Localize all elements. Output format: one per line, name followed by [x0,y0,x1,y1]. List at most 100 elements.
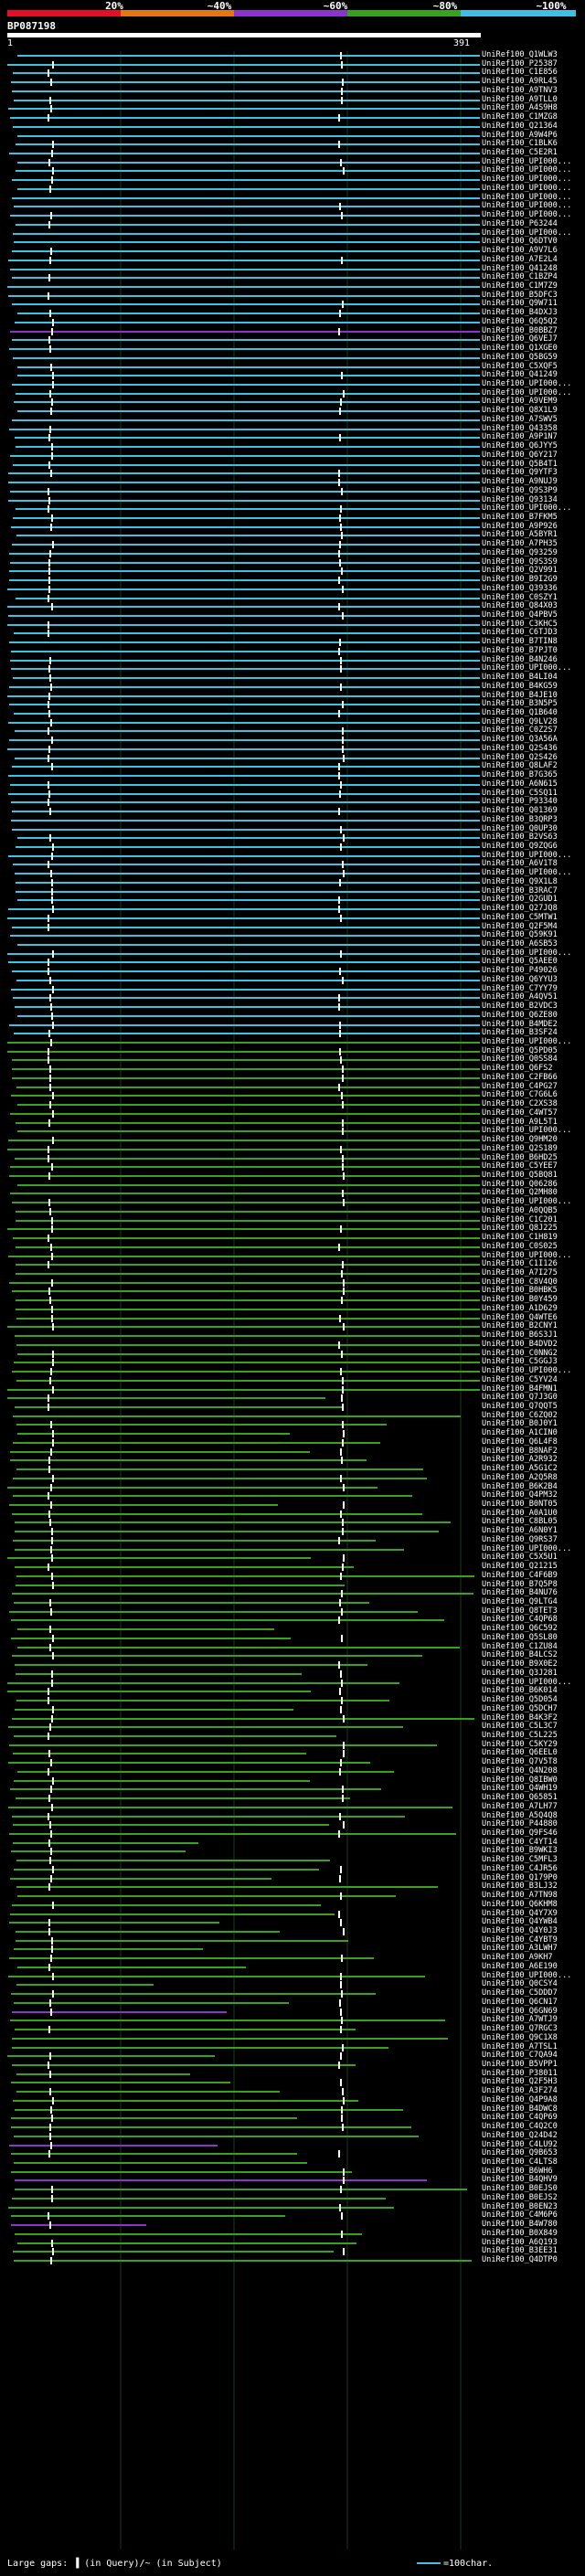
hit-link[interactable]: UniRef100_B5VPP1 [482,2059,558,2069]
hit-link[interactable]: UniRef100_Q01369 [482,806,558,816]
hit-link[interactable]: UniRef100_C6TJD3 [482,628,558,638]
hit-link[interactable]: UniRef100_Q4YWB4 [482,1917,558,1927]
hit-link[interactable]: UniRef100_Q8J225 [482,1224,558,1234]
hit-link[interactable]: UniRef100_C4Q2C0 [482,2122,558,2132]
hit-link[interactable]: UniRef100_A7LH77 [482,1801,558,1811]
hit-link[interactable]: UniRef100_A6Q193 [482,2237,558,2247]
hit-link[interactable]: UniRef100_C5GGJ3 [482,1357,558,1367]
hit-link[interactable]: UniRef100_C1C201 [482,1214,558,1224]
hit-link[interactable]: UniRef100_Q1WLW3 [482,50,558,59]
hit-link[interactable]: UniRef100_B4K3F2 [482,1712,558,1723]
hit-link[interactable]: UniRef100_UPI000... [482,156,572,166]
hit-link[interactable]: UniRef100_Q6ZE80 [482,1010,558,1020]
hit-link[interactable]: UniRef100_C0S025 [482,1241,558,1251]
hit-link[interactable]: UniRef100_UPI000... [482,663,572,673]
hit-link[interactable]: UniRef100_Q2GUD1 [482,895,558,905]
hit-link[interactable]: UniRef100_A9NUJ9 [482,477,558,487]
hit-link[interactable]: UniRef100_Q7RGC3 [482,2024,558,2034]
hit-link[interactable]: UniRef100_Q9ZQG6 [482,841,558,851]
hit-link[interactable]: UniRef100_Q5D054 [482,1695,558,1705]
hit-link[interactable]: UniRef100_Q6FS2 [482,1064,553,1074]
hit-link[interactable]: UniRef100_C4WT57 [482,1108,558,1118]
hit-link[interactable]: UniRef100_C4YT14 [482,1837,558,1847]
hit-link[interactable]: UniRef100_A6E190 [482,1961,558,1971]
hit-link[interactable]: UniRef100_B4QHV9 [482,2175,558,2185]
hit-link[interactable]: UniRef100_C5MFL3 [482,1855,558,1865]
hit-link[interactable]: UniRef100_A6V1T8 [482,859,558,869]
hit-link[interactable]: UniRef100_A7I275 [482,1268,558,1277]
hit-link[interactable]: UniRef100_UPI000... [482,210,572,220]
hit-link[interactable]: UniRef100_UPI000... [482,201,572,211]
hit-link[interactable]: UniRef100_B4KG59 [482,681,558,691]
hit-link[interactable]: UniRef100_C0SZY1 [482,592,558,602]
hit-link[interactable]: UniRef100_C4JR56 [482,1863,558,1873]
hit-link[interactable]: UniRef100_Q41248 [482,263,558,273]
hit-link[interactable]: UniRef100_C8BL05 [482,1517,558,1527]
hit-link[interactable]: UniRef100_C1BZP4 [482,272,558,282]
hit-link[interactable]: UniRef100_B4LCS2 [482,1650,558,1660]
hit-link[interactable]: UniRef100_Q5PD05 [482,1045,558,1055]
hit-link[interactable]: UniRef100_B3N5P5 [482,699,558,709]
hit-link[interactable]: UniRef100_B7FKM5 [482,512,558,522]
hit-link[interactable]: UniRef100_C5L225 [482,1730,558,1740]
hit-link[interactable]: UniRef100_B4DXJ3 [482,308,558,318]
hit-link[interactable]: UniRef100_A9L5T1 [482,1117,558,1127]
hit-link[interactable]: UniRef100_B0BBZ7 [482,325,558,335]
hit-link[interactable]: UniRef100_Q9LV28 [482,716,558,726]
hit-link[interactable]: UniRef100_P44880 [482,1819,558,1829]
hit-link[interactable]: UniRef100_B3SF24 [482,1028,558,1038]
hit-link[interactable]: UniRef100_Q1B640 [482,708,558,718]
hit-link[interactable]: UniRef100_B0J0Y1 [482,1419,558,1429]
hit-link[interactable]: UniRef100_A0A1U0 [482,1508,558,1518]
hit-link[interactable]: UniRef100_Q24D42 [482,2130,558,2140]
hit-link[interactable]: UniRef100_B9X0E2 [482,1659,558,1670]
hit-link[interactable]: UniRef100_B7PJT0 [482,645,558,655]
hit-link[interactable]: UniRef100_A9TNV3 [482,85,558,95]
hit-link[interactable]: UniRef100_C7YY79 [482,983,558,993]
hit-link[interactable]: UniRef100_B4DVD2 [482,1339,558,1349]
hit-link[interactable]: UniRef100_Q2V991 [482,566,558,576]
hit-link[interactable]: UniRef100_Q4Y0J3 [482,1926,558,1936]
hit-link[interactable]: UniRef100_C1ZU84 [482,1641,558,1651]
hit-link[interactable]: UniRef100_C1MZG8 [482,112,558,122]
hit-link[interactable]: UniRef100_Q4PM32 [482,1490,558,1500]
hit-link[interactable]: UniRef100_Q0SS84 [482,1055,558,1065]
hit-link[interactable]: UniRef100_C5XQF5 [482,361,558,371]
hit-link[interactable]: UniRef100_Q39336 [482,583,558,593]
hit-link[interactable]: UniRef100_UPI000... [482,228,572,238]
hit-link[interactable]: UniRef100_C1I126 [482,1259,558,1269]
hit-link[interactable]: UniRef100_B4LI04 [482,673,558,683]
hit-link[interactable]: UniRef100_Q7J3G0 [482,1393,558,1403]
hit-link[interactable]: UniRef100_A5Q4Q8 [482,1810,558,1820]
hit-link[interactable]: UniRef100_C4QP69 [482,2113,558,2123]
hit-link[interactable]: UniRef100_Q8LAF2 [482,761,558,771]
hit-link[interactable]: UniRef100_Q2F5M4 [482,921,558,931]
hit-link[interactable]: UniRef100_C0NNG2 [482,1348,558,1358]
hit-link[interactable]: UniRef100_P93340 [482,797,558,807]
hit-link[interactable]: UniRef100_UPI000... [482,165,572,175]
hit-link[interactable]: UniRef100_C0Z2S7 [482,726,558,736]
hit-link[interactable]: UniRef100_C4YBT9 [482,1935,558,1945]
hit-link[interactable]: UniRef100_UPI000... [482,192,572,202]
hit-link[interactable]: UniRef100_B0EJS0 [482,2184,558,2194]
hit-link[interactable]: UniRef100_A9RL45 [482,77,558,87]
hit-link[interactable]: UniRef100_Q6EEL0 [482,1748,558,1758]
hit-link[interactable]: UniRef100_A9TLL0 [482,94,558,104]
hit-link[interactable]: UniRef100_Q6GN69 [482,2006,558,2016]
hit-link[interactable]: UniRef100_Q59K91 [482,930,558,940]
hit-link[interactable]: UniRef100_Q6DTV0 [482,237,558,247]
hit-link[interactable]: UniRef100_A4QV51 [482,992,558,1002]
hit-link[interactable]: UniRef100_A7WTJ9 [482,2015,558,2025]
hit-link[interactable]: UniRef100_C5KY29 [482,1739,558,1749]
hit-link[interactable]: UniRef100_B4NU76 [482,1588,558,1598]
hit-link[interactable]: UniRef100_Q65851 [482,1793,558,1803]
hit-link[interactable]: UniRef100_A6N0Y1 [482,1526,558,1536]
hit-link[interactable]: UniRef100_B4MDE2 [482,1019,558,1029]
hit-link[interactable]: UniRef100_Q84X03 [482,601,558,611]
hit-link[interactable]: UniRef100_P63244 [482,218,558,228]
hit-link[interactable]: UniRef100_B6HD25 [482,1152,558,1162]
hit-link[interactable]: UniRef100_A7E2L4 [482,254,558,264]
hit-link[interactable]: UniRef100_B9I2G9 [482,575,558,585]
hit-link[interactable]: UniRef100_A3LWH7 [482,1944,558,1954]
hit-link[interactable]: UniRef100_Q5B4T1 [482,459,558,469]
